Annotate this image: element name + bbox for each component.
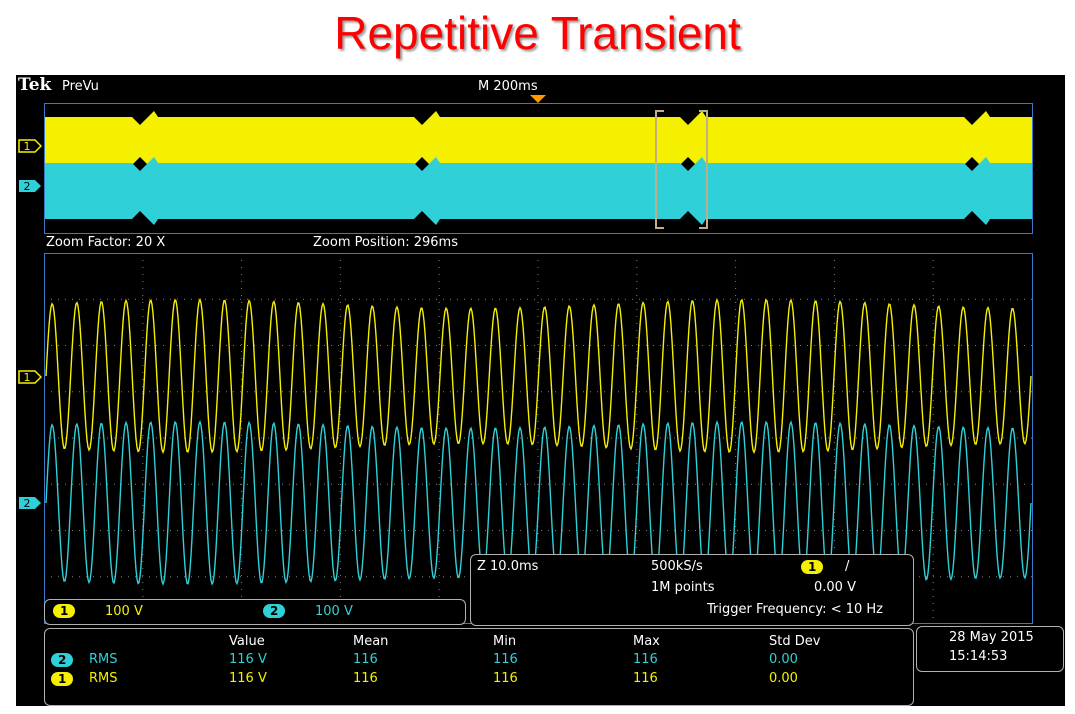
zoom-position-label: Zoom Position: 296ms: [313, 235, 458, 250]
ch1-ground-marker-icon[interactable]: 1: [18, 370, 42, 384]
overview-waveform-display[interactable]: [44, 103, 1033, 235]
zoom-window-bracket[interactable]: [655, 110, 708, 229]
ch2-waveform: [45, 419, 1032, 587]
table-row-channel-badge: 2: [51, 653, 74, 667]
sample-rate-readout[interactable]: 500kS/s: [651, 559, 703, 574]
measurement-header-max: Max: [633, 634, 660, 649]
table-row-value: 116 V: [229, 652, 267, 667]
time-readout: 15:14:53: [949, 649, 1008, 664]
ch1-overview-marker-icon[interactable]: 1: [18, 139, 42, 153]
table-row-channel-badge: 1: [51, 672, 74, 686]
datetime-panel: 28 May 2015 15:14:53: [916, 626, 1064, 672]
trigger-frequency-readout: Trigger Frequency: < 10 Hz: [707, 602, 883, 617]
table-row-type: RMS: [89, 652, 118, 667]
table-row-std-dev: 0.00: [769, 652, 798, 667]
ch1-badge[interactable]: 1: [53, 604, 76, 618]
date-readout: 28 May 2015: [949, 630, 1034, 645]
timebase-label: M 200ms: [478, 79, 538, 94]
svg-text:1: 1: [24, 140, 31, 153]
measurement-header-mean: Mean: [353, 634, 389, 649]
table-row-std-dev: 0.00: [769, 671, 798, 686]
table-row-value: 116 V: [229, 671, 267, 686]
table-row-max: 116: [633, 671, 658, 686]
trigger-level-readout[interactable]: 0.00 V: [814, 580, 856, 595]
ch2-overview-marker-icon[interactable]: 2: [18, 179, 42, 193]
zoom-scale-readout[interactable]: Z 10.0ms: [477, 559, 539, 574]
measurements-panel[interactable]: Value Mean Min Max Std Dev 2 RMS 116 V 1…: [44, 628, 914, 706]
measurement-header-std-dev: Std Dev: [769, 634, 821, 649]
ch2-scale[interactable]: 100 V: [315, 604, 353, 619]
table-row-max: 116: [633, 652, 658, 667]
tek-logo: Tek: [18, 75, 52, 95]
record-length-readout[interactable]: 1M points: [651, 580, 715, 595]
table-row-min: 116: [493, 671, 518, 686]
table-row-type: RMS: [89, 671, 118, 686]
trigger-slope-icon[interactable]: /: [845, 559, 850, 574]
table-row-mean: 116: [353, 652, 378, 667]
svg-text:2: 2: [24, 180, 31, 193]
trigger-position-marker-icon: [530, 95, 546, 103]
measurement-header-min: Min: [493, 634, 517, 649]
measurement-header-value: Value: [229, 634, 265, 649]
svg-text:2: 2: [24, 497, 31, 510]
zoom-factor-label: Zoom Factor: 20 X: [46, 235, 166, 250]
acquisition-panel: Z 10.0ms 500kS/s 1M points 1 / 0.00 V Tr…: [470, 554, 914, 626]
slide-title: Repetitive Transient: [334, 7, 741, 59]
ch2-ground-marker-icon[interactable]: 2: [18, 496, 42, 510]
ch1-waveform: [45, 297, 1032, 455]
table-row-mean: 116: [353, 671, 378, 686]
svg-text:1: 1: [24, 371, 31, 384]
ch1-scale[interactable]: 100 V: [105, 604, 143, 619]
channel-scale-panel: 1 100 V 2 100 V: [44, 599, 466, 625]
oscilloscope-screen: Tek PreVu M 200ms Zoom Factor: 20 X Zoom…: [16, 75, 1065, 706]
trigger-source-badge[interactable]: 1: [801, 560, 824, 574]
table-row-min: 116: [493, 652, 518, 667]
ch2-badge[interactable]: 2: [263, 604, 286, 618]
acquisition-mode: PreVu: [62, 79, 99, 94]
